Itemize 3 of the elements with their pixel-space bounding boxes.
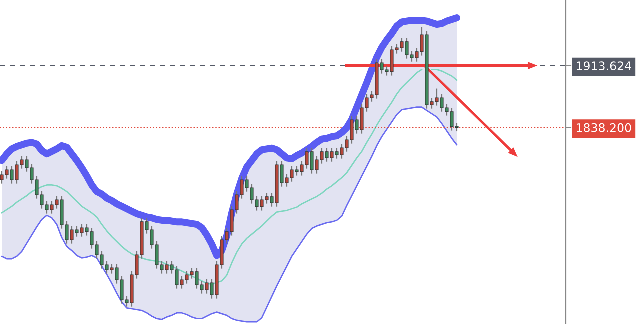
- line-series: [1, 106, 458, 323]
- y-tick-label: 1913.624: [577, 62, 632, 71]
- y-tick-label: 1838.200: [577, 123, 632, 132]
